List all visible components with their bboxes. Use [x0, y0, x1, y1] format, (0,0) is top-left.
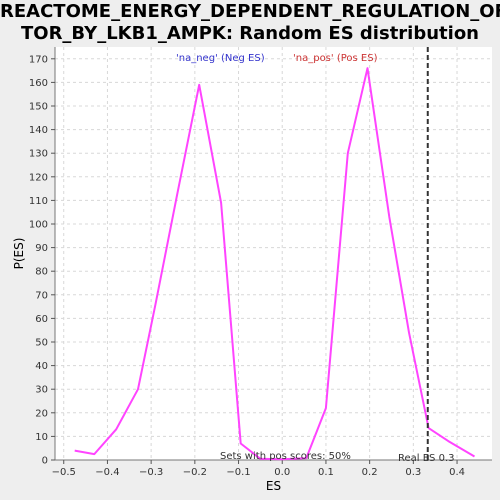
y-tick-label: 70 — [35, 290, 48, 301]
y-tick-label: 10 — [35, 432, 48, 443]
y-tick-label: 90 — [35, 243, 48, 254]
x-tick-label: 0.3 — [405, 467, 421, 478]
x-tick-label: 0.4 — [449, 467, 465, 478]
neg-es-label: 'na_neg' (Neg ES) — [176, 53, 265, 64]
y-tick-label: 20 — [35, 408, 48, 419]
sets-with-pos-scores-label: Sets with pos scores: 50% — [220, 451, 351, 462]
y-axis-label: P(ES) — [12, 238, 26, 270]
grid — [55, 47, 492, 460]
series-group — [74, 47, 476, 461]
x-tick-label: −0.3 — [139, 467, 163, 478]
annotations: 'na_neg' (Neg ES) 'na_pos' (Pos ES) Sets… — [176, 53, 454, 464]
y-tick-label: 130 — [29, 149, 48, 160]
plot-area — [55, 47, 492, 460]
ticks: 0 10 20 30 40 50 60 70 80 90 100 110 120 130 140 150 160… — [29, 54, 465, 478]
y-tick-label: 0 — [42, 456, 48, 467]
es-distribution-line — [74, 67, 476, 461]
x-axis-label: ES — [266, 479, 281, 493]
chart-title-line-1: REACTOME_ENERGY_DEPENDENT_REGULATION_OF_… — [0, 1, 500, 22]
real-es-label: Real ES 0.3 — [398, 453, 454, 464]
x-tick-label: −0.1 — [226, 467, 250, 478]
chart-title-line-2: TOR_BY_LKB1_AMPK: Random ES distribution — [20, 23, 479, 44]
x-tick-label: −0.2 — [183, 467, 207, 478]
y-tick-label: 50 — [35, 338, 48, 349]
y-tick-label: 150 — [29, 102, 48, 113]
x-tick-label: −0.4 — [95, 467, 119, 478]
y-tick-label: 100 — [29, 220, 48, 231]
y-tick-label: 120 — [29, 172, 48, 183]
y-tick-label: 160 — [29, 78, 48, 89]
y-tick-label: 40 — [35, 361, 48, 372]
pos-es-label: 'na_pos' (Pos ES) — [293, 53, 378, 64]
x-tick-label: 0.1 — [318, 467, 334, 478]
y-tick-label: 140 — [29, 125, 48, 136]
x-tick-label: 0.2 — [362, 467, 378, 478]
y-tick-label: 60 — [35, 314, 48, 325]
y-tick-label: 80 — [35, 267, 48, 278]
y-tick-label: 110 — [29, 196, 48, 207]
x-tick-label: 0.0 — [274, 467, 290, 478]
x-tick-label: −0.5 — [52, 467, 76, 478]
y-tick-label: 30 — [35, 385, 48, 396]
y-tick-label: 170 — [29, 54, 48, 65]
